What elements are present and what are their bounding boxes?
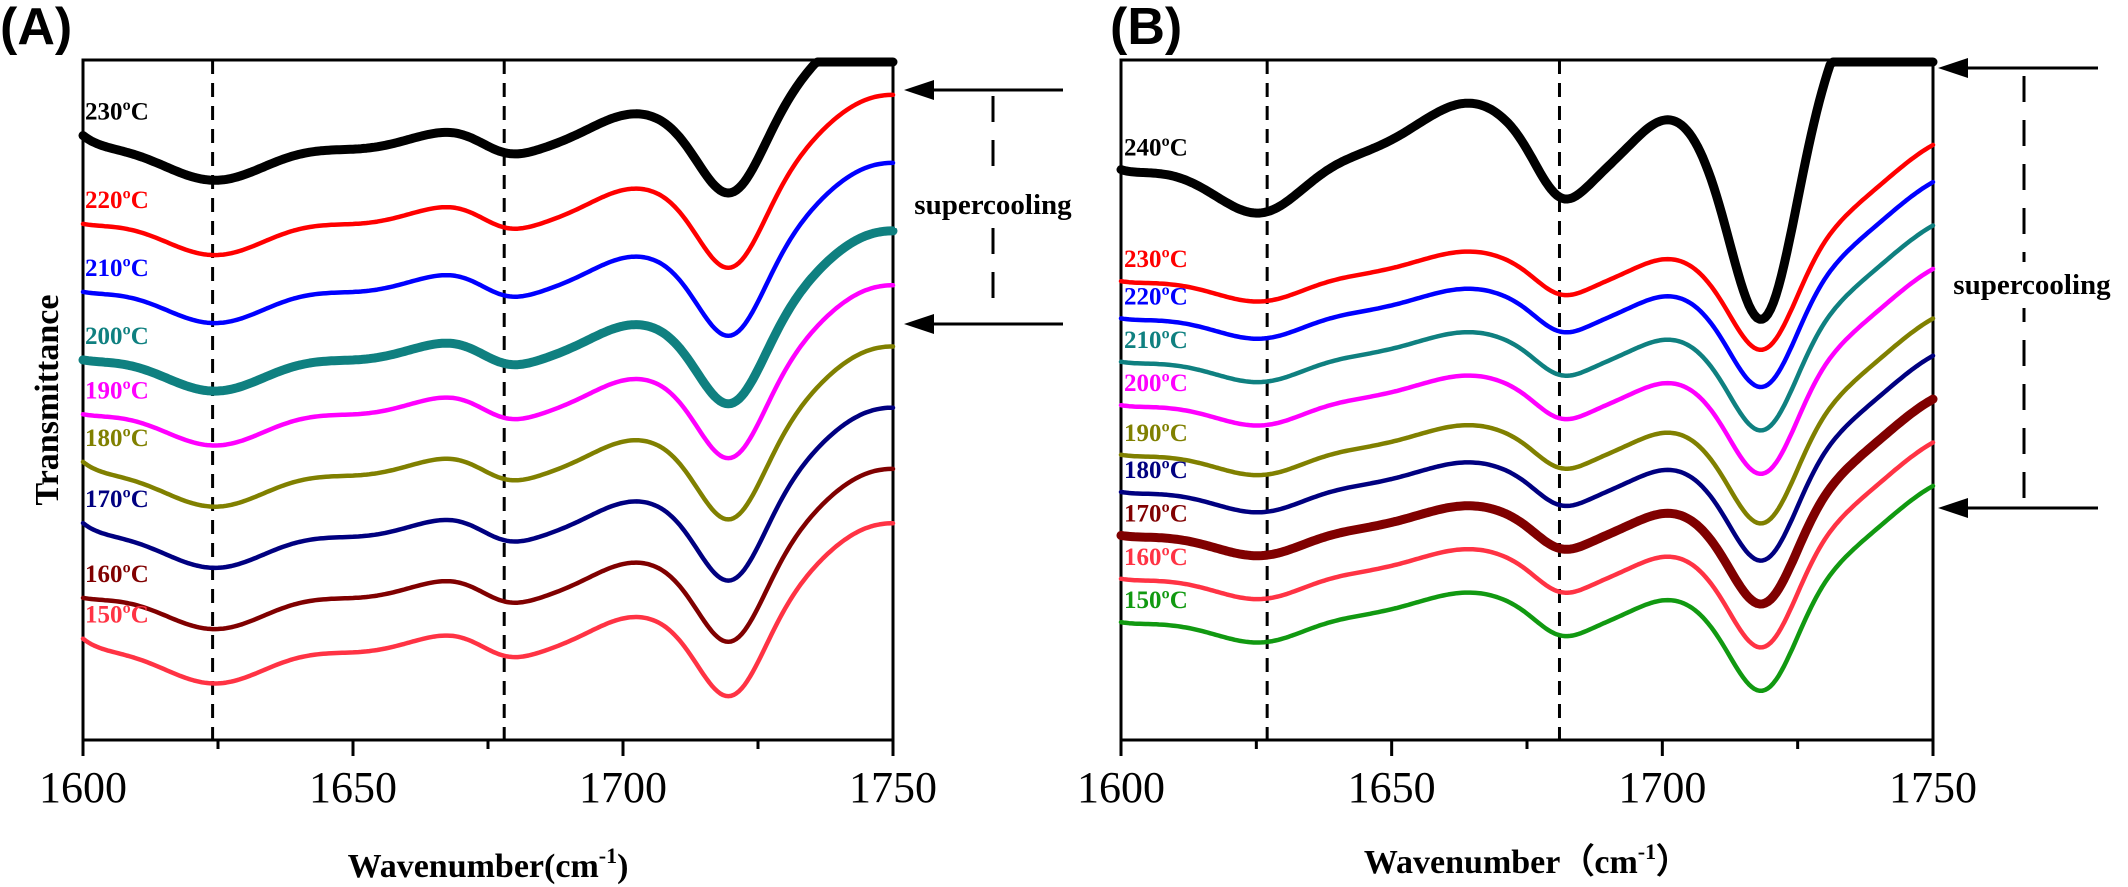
series-line — [80, 160, 896, 339]
series-line — [80, 92, 896, 271]
series-line — [1118, 223, 1936, 433]
series-line — [80, 344, 896, 522]
panel-a-x-ticks: 1600 1650 1700 1750 — [39, 740, 937, 812]
series-label: 180ºC — [1124, 457, 1188, 484]
panel-b-arrowhead-bottom — [1938, 498, 1968, 518]
panel-a-arrowhead-top — [904, 80, 934, 100]
series-label: 150ºC — [85, 602, 149, 629]
x-tick-label: 1600 — [1077, 763, 1165, 812]
series-label: 220ºC — [1124, 283, 1188, 310]
panel-b-x-ticks: 1600 1650 1700 1750 — [1077, 740, 1977, 812]
x-tick-label: 1750 — [1889, 763, 1977, 812]
series-line — [1118, 440, 1936, 650]
series-label: 210ºC — [85, 255, 149, 282]
panel-a-supercooling-annotation: supercooling — [895, 80, 1091, 334]
panel-a-curves — [78, 57, 898, 699]
panel-a-curve-labels: 230ºC 220ºC 210ºC 200ºC 190ºC 180ºC 170ºC 160ºC… — [85, 98, 149, 628]
x-tick-label: 1600 — [39, 763, 127, 812]
series-line — [78, 226, 898, 409]
series-label: 220ºC — [85, 187, 149, 214]
panel-b-plot-frame — [1119, 58, 1935, 742]
panel-b: (B) 240ºC 230ºC 220ºC 210ºC 200ºC 190ºC 180ºC 1… — [1077, 0, 2128, 881]
series-line — [1118, 179, 1936, 390]
series-line — [1118, 353, 1936, 563]
panel-a-arrowhead-bottom — [904, 314, 934, 334]
series-label: 170ºC — [85, 486, 149, 513]
series-line — [80, 283, 896, 461]
series-line — [80, 405, 896, 583]
panel-a-letter: (A) — [0, 0, 72, 56]
series-label: 180ºC — [85, 425, 149, 452]
series-line — [78, 57, 898, 198]
series-label: 150ºC — [1124, 587, 1188, 614]
panel-a: (A) 230ºC 220ºC 210ºC 200ºC 190ºC 180ºC 170ºC 1… — [0, 0, 1091, 885]
panel-b-supercooling-text: supercooling — [1953, 269, 2111, 301]
series-line — [1118, 316, 1936, 526]
series-label: 200ºC — [1124, 370, 1188, 397]
panel-a-x-axis-title: Wavenumber(cm-1) — [348, 843, 629, 885]
panel-b-reference-lines — [1265, 60, 1561, 740]
series-line — [1118, 483, 1936, 694]
series-label: 190ºC — [85, 377, 149, 404]
series-line — [80, 466, 896, 645]
panel-b-x-axis-title: Wavenumber（cm-1） — [1364, 839, 1690, 881]
x-tick-label: 1700 — [1618, 763, 1706, 812]
series-label: 170ºC — [1124, 500, 1188, 527]
series-label: 230ºC — [85, 98, 149, 125]
series-line — [1118, 266, 1936, 477]
x-tick-label: 1650 — [1348, 763, 1436, 812]
panel-b-supercooling-annotation: supercooling — [1936, 58, 2128, 518]
x-tick-label: 1750 — [849, 763, 937, 812]
panel-b-letter: (B) — [1110, 0, 1182, 56]
panel-b-curves — [1116, 57, 1938, 694]
panel-a-y-axis-title: Transmittance — [29, 295, 66, 506]
series-label: 210ºC — [1124, 327, 1188, 354]
series-label: 160ºC — [85, 561, 149, 588]
panel-b-curve-labels: 240ºC 230ºC 220ºC 210ºC 200ºC 190ºC 180ºC 170ºC… — [1124, 135, 1188, 615]
series-label: 190ºC — [1124, 420, 1188, 447]
series-label: 240ºC — [1124, 135, 1188, 162]
series-line — [1118, 142, 1936, 353]
panel-b-arrowhead-top — [1938, 58, 1968, 78]
x-tick-label: 1700 — [579, 763, 667, 812]
series-line — [1116, 394, 1938, 609]
series-line — [80, 521, 896, 699]
series-label: 230ºC — [1124, 246, 1188, 273]
series-label: 160ºC — [1124, 544, 1188, 571]
series-line — [1116, 57, 1938, 324]
x-tick-label: 1650 — [309, 763, 397, 812]
series-label: 200ºC — [85, 323, 149, 350]
panel-a-supercooling-text: supercooling — [914, 189, 1072, 221]
